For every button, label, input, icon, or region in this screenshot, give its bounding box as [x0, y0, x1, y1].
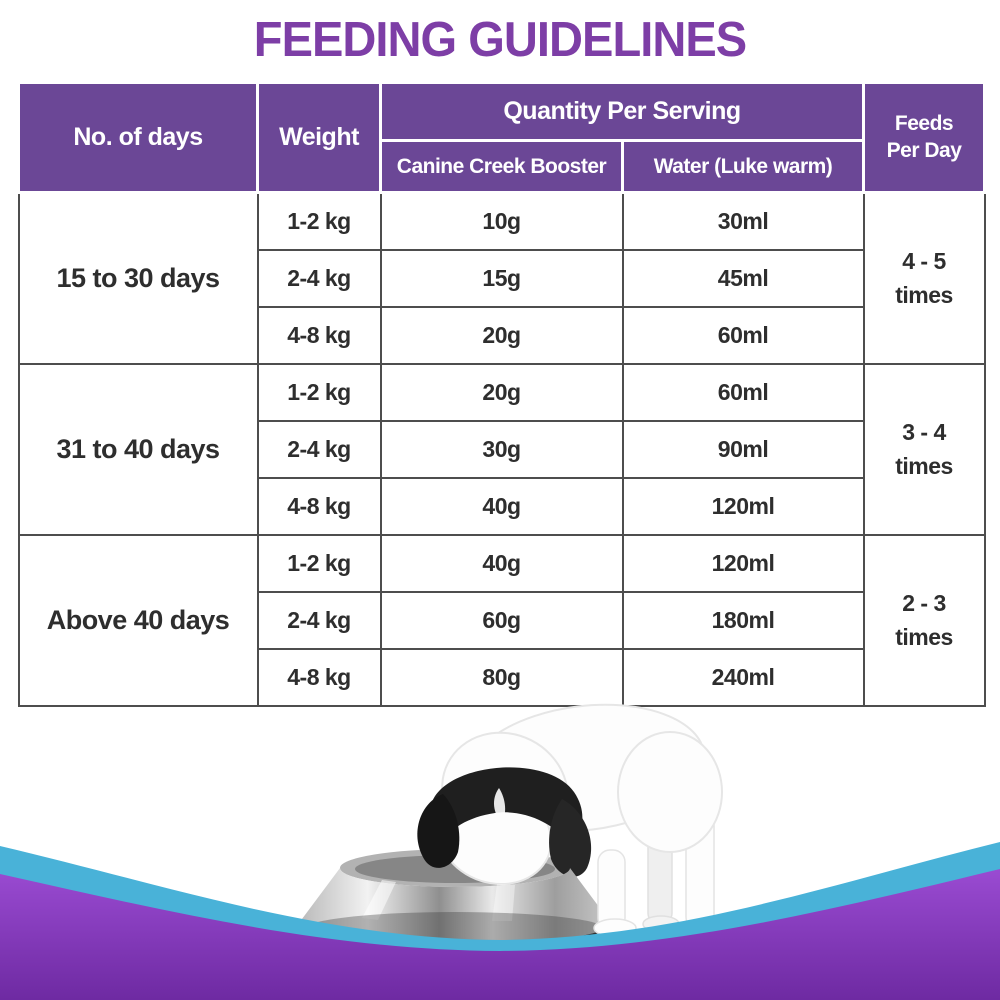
booster-qty-cell: 30g	[379, 420, 624, 479]
weight-cell: 2-4 kg	[256, 420, 382, 479]
purple-wave	[0, 869, 1000, 1000]
wave-decoration	[0, 842, 1000, 1000]
col-header-days: No. of days	[17, 81, 259, 194]
table-row: 2-4 kg 60g 180ml	[19, 591, 985, 650]
weight-cell: 4-8 kg	[256, 477, 382, 536]
booster-qty-cell: 15g	[379, 249, 624, 308]
weight-cell: 2-4 kg	[256, 249, 382, 308]
feeds-cell-15-30: 4 - 5 times	[862, 191, 986, 365]
days-group-15-30: 15 to 30 days	[17, 191, 259, 365]
feeds-cell-above-40: 2 - 3 times	[862, 534, 986, 707]
white-blaze	[493, 788, 506, 824]
water-qty-cell: 120ml	[621, 477, 865, 536]
water-qty-cell: 120ml	[621, 534, 865, 593]
table-row: Above 40 days 1-2 kg 40g 120ml 2 - 3 tim…	[17, 534, 986, 707]
booster-qty-cell: 80g	[379, 648, 624, 707]
water-qty-cell: 180ml	[621, 591, 865, 650]
water-qty-cell: 60ml	[621, 306, 865, 365]
water-qty-cell: 60ml	[621, 363, 865, 422]
table-row: 31 to 40 days 1-2 kg 20g 60ml 3 - 4 time…	[17, 363, 986, 536]
col-header-weight: Weight	[256, 81, 382, 194]
left-ear	[417, 794, 460, 868]
black-head-patch	[429, 767, 583, 847]
weight-cell: 1-2 kg	[256, 191, 382, 251]
booster-qty-cell: 10g	[379, 191, 624, 251]
feeding-guidelines-table: No. of days Weight Quantity Per Serving …	[17, 81, 987, 707]
col-header-booster: Canine Creek Booster	[379, 139, 624, 194]
table-row: 4-8 kg 40g 120ml	[19, 477, 985, 536]
bowl-front-wall	[299, 868, 611, 945]
right-ear	[549, 799, 592, 877]
days-group-31-40: 31 to 40 days	[17, 363, 259, 536]
col-header-feeds-per-day: Feeds Per Day	[862, 81, 987, 194]
table-row: 4-8 kg 20g 60ml	[19, 306, 985, 365]
puppy-eating-illustration	[0, 703, 1000, 1000]
table-row: 15 to 30 days 1-2 kg 10g 30ml 4 - 5 time…	[17, 191, 986, 365]
weight-cell: 4-8 kg	[256, 306, 382, 365]
weight-cell: 1-2 kg	[256, 534, 382, 593]
page-title: FEEDING GUIDELINES	[253, 13, 747, 67]
booster-qty-cell: 60g	[379, 591, 624, 650]
days-group-above-40: Above 40 days	[17, 534, 259, 707]
water-qty-cell: 90ml	[621, 420, 865, 479]
weight-cell: 4-8 kg	[256, 648, 382, 707]
col-header-quantity-per-serving: Quantity Per Serving	[378, 81, 866, 142]
booster-qty-cell: 40g	[379, 477, 624, 536]
weight-cell: 2-4 kg	[256, 591, 382, 650]
water-qty-cell: 30ml	[621, 191, 865, 251]
table-row: 4-8 kg 80g 240ml	[19, 648, 985, 707]
feeds-cell-31-40: 3 - 4 times	[862, 363, 986, 536]
table-row: 2-4 kg 30g 90ml	[19, 420, 985, 479]
puppy-figure	[289, 703, 726, 956]
weight-cell: 1-2 kg	[256, 363, 382, 422]
water-qty-cell: 240ml	[621, 648, 865, 707]
col-header-water: Water (Luke warm)	[620, 139, 866, 194]
water-qty-cell: 45ml	[621, 249, 865, 308]
booster-qty-cell: 20g	[379, 306, 624, 365]
booster-qty-cell: 20g	[379, 363, 624, 422]
table-row: 2-4 kg 15g 45ml	[19, 249, 985, 308]
booster-qty-cell: 40g	[379, 534, 624, 593]
